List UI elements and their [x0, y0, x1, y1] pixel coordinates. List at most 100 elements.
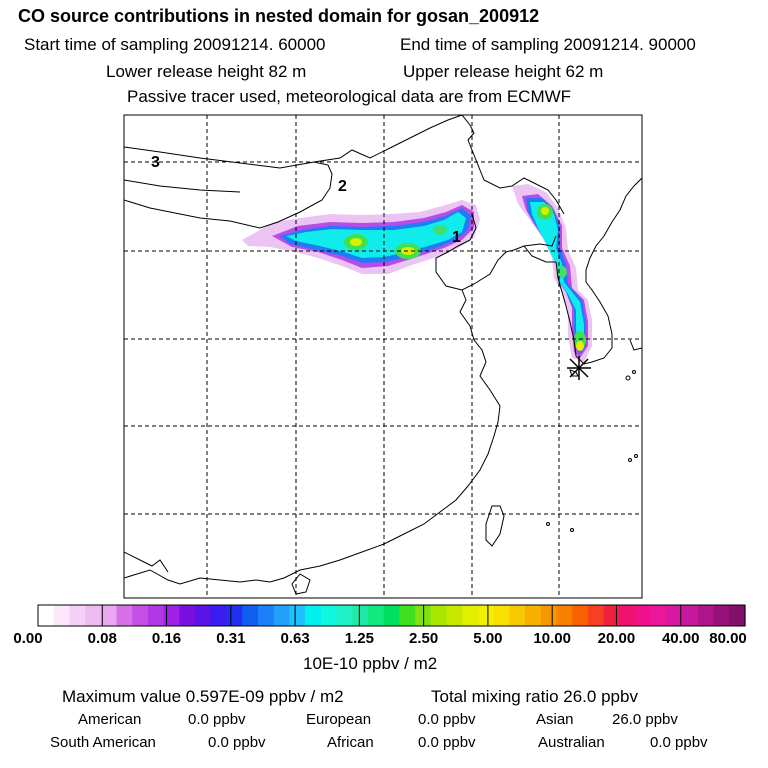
south-american-label: South American: [50, 734, 156, 751]
colorbar-tick-label: 5.00: [473, 630, 503, 647]
colorbar-units: 10E-10 ppbv / m2: [303, 654, 438, 673]
island-f: [570, 528, 574, 532]
plume-yellow-core-a: [350, 238, 362, 246]
australian-label: Australian: [538, 734, 605, 751]
colorbar-swatch: [446, 605, 463, 626]
colorbar: [37, 604, 746, 627]
colorbar-swatch: [100, 605, 118, 626]
colorbar-swatch: [38, 605, 55, 626]
colorbar-tick-label: 80.00: [709, 630, 747, 647]
island-c: [628, 458, 632, 462]
colorbar-swatch: [305, 605, 322, 626]
coastlines: [124, 115, 642, 595]
colorbar-swatch: [352, 605, 369, 626]
australian-value: 0.0 ppbv: [650, 734, 708, 751]
island-taiwan: [485, 505, 505, 547]
colorbar-swatch: [53, 605, 71, 626]
figure-title: CO source contributions in nested domain…: [18, 6, 540, 26]
colorbar-swatch: [383, 605, 400, 626]
colorbar-swatch: [320, 605, 338, 626]
colorbar-swatch: [132, 605, 149, 626]
european-label: European: [306, 711, 372, 728]
colorbar-swatch: [493, 605, 510, 626]
colorbar-swatch: [713, 605, 730, 626]
island-d: [634, 454, 638, 458]
island-e: [546, 522, 550, 526]
colorbar-swatch: [682, 605, 699, 626]
colorbar-swatch: [69, 605, 86, 626]
colorbar-swatch: [697, 605, 715, 626]
region-label-3: 3: [151, 154, 160, 171]
island-jeju: [569, 369, 579, 377]
border-mongolia-north: [124, 115, 463, 169]
south-american-value: 0.0 ppbv: [208, 734, 266, 751]
colorbar-tick-label: 20.00: [597, 630, 636, 647]
colorbar-swatch: [729, 605, 746, 626]
colorbar-tick-label: 0.00: [13, 630, 43, 647]
border-sw: [124, 551, 169, 573]
tracer-note: Passive tracer used, meteorological data…: [127, 87, 572, 106]
colorbar-tick-label: 0.63: [280, 630, 310, 647]
colorbar-tick-label: 40.00: [661, 630, 700, 647]
border-manchuria: [461, 115, 565, 215]
island-b: [632, 370, 636, 374]
colorbar-swatch: [540, 605, 558, 626]
colorbar-swatch: [462, 605, 479, 626]
colorbar-swatch: [195, 605, 212, 626]
colorbar-swatch: [257, 605, 275, 626]
colorbar-tick-label: 0.08: [87, 630, 117, 647]
border-mongolia-south: [124, 161, 333, 229]
plume-layer: [242, 184, 592, 362]
colorbar-tick-label: 1.25: [344, 630, 374, 647]
colorbar-swatch: [619, 605, 636, 626]
coast-bohai: [435, 213, 557, 291]
colorbar-frame: [37, 604, 746, 627]
start-time: Start time of sampling 20091214. 60000: [24, 35, 326, 54]
plume-yellow-core-d: [541, 207, 549, 215]
total-mixing-ratio: Total mixing ratio 26.0 ppbv: [431, 687, 638, 706]
colorbar-swatch: [210, 605, 228, 626]
colorbar-swatch: [85, 605, 102, 626]
colorbar-swatch: [477, 605, 495, 626]
colorbar-swatch: [289, 605, 306, 626]
colorbar-tick-label: 2.50: [409, 630, 439, 647]
colorbar-swatch: [179, 605, 196, 626]
colorbar-swatch: [367, 605, 385, 626]
plume-cyan-west: [286, 212, 466, 258]
colorbar-swatch: [147, 605, 165, 626]
colorbar-swatch: [273, 605, 290, 626]
european-value: 0.0 ppbv: [418, 711, 476, 728]
asian-label: Asian: [536, 711, 574, 728]
colorbar-swatch: [556, 605, 573, 626]
coast-japan-west: [629, 339, 642, 351]
african-label: African: [327, 734, 374, 751]
colorbar-swatch: [116, 605, 133, 626]
coast-liaodong: [523, 245, 556, 263]
region-label-2: 2: [338, 178, 347, 195]
border-inner-west: [124, 179, 241, 193]
plume-green-core-c: [433, 225, 447, 235]
lower-release-height: Lower release height 82 m: [106, 62, 307, 81]
american-value: 0.0 ppbv: [188, 711, 246, 728]
colorbar-swatch: [226, 605, 243, 626]
colorbar-swatch: [572, 605, 589, 626]
plume-yellow-core-f: [576, 341, 584, 351]
colorbar-swatch: [525, 605, 542, 626]
receptor-star-icon: [567, 356, 591, 380]
colorbar-tick-label: 0.16: [151, 630, 182, 647]
graticule: [124, 115, 642, 598]
island-a: [625, 375, 631, 381]
coast-korea: [555, 177, 642, 365]
colorbar-swatch: [336, 605, 353, 626]
asian-value: 26.0 ppbv: [612, 711, 678, 728]
colorbar-swatch: [509, 605, 526, 626]
colorbar-swatch: [430, 605, 448, 626]
colorbar-swatch: [650, 605, 668, 626]
colorbar-swatch: [399, 605, 416, 626]
max-value: Maximum value 0.597E-09 ppbv / m2: [62, 687, 344, 706]
colorbar-swatch: [635, 605, 652, 626]
map-frame: [123, 114, 643, 599]
colorbar-tick-label: 10.00: [533, 630, 571, 647]
end-time: End time of sampling 20091214. 90000: [400, 35, 696, 54]
